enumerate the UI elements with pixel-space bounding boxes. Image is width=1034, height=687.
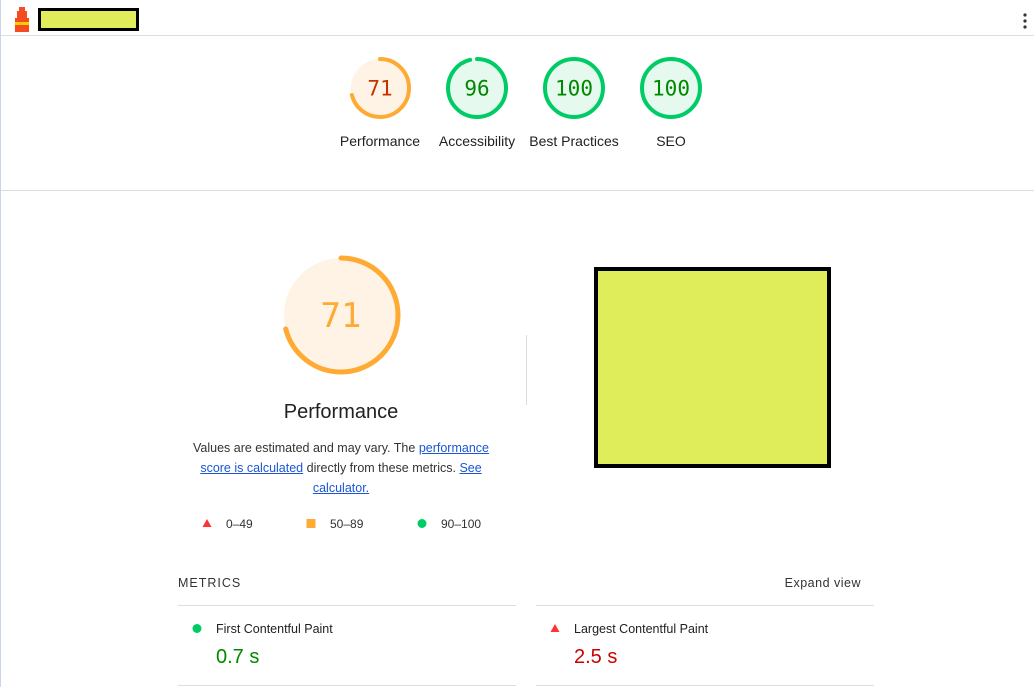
gauge-label: Performance bbox=[339, 133, 421, 149]
legend-label: 0–49 bbox=[226, 517, 253, 531]
link[interactable]: performance score is calculated bbox=[200, 441, 489, 475]
link[interactable]: See calculator. bbox=[312, 461, 482, 495]
menu-button[interactable] bbox=[1023, 13, 1027, 29]
metric-name: First Contentful Paint bbox=[216, 622, 333, 636]
redacted-screenshot bbox=[594, 267, 831, 468]
gauge-bg bbox=[284, 258, 398, 372]
legend-icon bbox=[306, 519, 316, 528]
redacted-url bbox=[38, 8, 139, 31]
metric-icon bbox=[550, 624, 560, 632]
gauge-arc bbox=[640, 57, 702, 119]
gauge-bg bbox=[448, 59, 506, 117]
section-title: Performance bbox=[283, 401, 399, 423]
metric-icon bbox=[192, 624, 202, 633]
gauge-arc bbox=[446, 57, 508, 119]
metric-value: 0.7 s bbox=[216, 646, 259, 668]
legend-icon bbox=[202, 519, 212, 527]
legend-icon bbox=[417, 519, 427, 528]
gauge-arc bbox=[349, 57, 411, 119]
gauge-bg bbox=[642, 59, 700, 117]
gauge-score: 100 bbox=[652, 76, 690, 100]
gauge-arc bbox=[281, 255, 401, 375]
gauge-bg bbox=[351, 59, 409, 117]
gauge-score: 100 bbox=[555, 76, 593, 100]
gauge-label: Best Practices bbox=[529, 133, 619, 149]
gauge-score: 71 bbox=[367, 76, 392, 100]
metric-value: 2.5 s bbox=[574, 646, 617, 668]
expand-toggle[interactable]: Expand view bbox=[784, 576, 861, 590]
legend-label: 90–100 bbox=[441, 517, 481, 531]
gauge-arc bbox=[543, 57, 605, 119]
description: Values are estimated and may vary. The p… bbox=[186, 438, 496, 498]
description-text: directly from these metrics. bbox=[303, 461, 460, 475]
gauge-bg bbox=[545, 59, 603, 117]
gauge-score: 71 bbox=[321, 296, 362, 336]
gauge-score: 96 bbox=[464, 76, 489, 100]
lighthouse-icon bbox=[15, 7, 29, 32]
legend-label: 50–89 bbox=[330, 517, 364, 531]
description-text: Values are estimated and may vary. The bbox=[193, 441, 419, 455]
metrics-heading: METRICS bbox=[178, 576, 242, 590]
gauge-label: Accessibility bbox=[438, 133, 516, 149]
metric-name: Largest Contentful Paint bbox=[574, 622, 709, 636]
gauge-label: SEO bbox=[656, 133, 686, 149]
